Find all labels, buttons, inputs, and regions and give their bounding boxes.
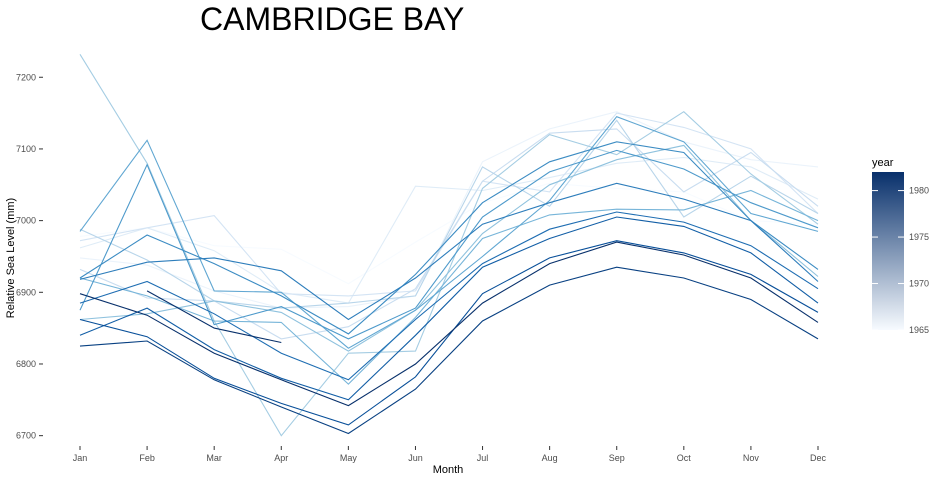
x-tick-label: Mar — [206, 453, 222, 463]
color-legend: year 1965 1970 1975 1980 — [872, 157, 929, 335]
series-line-1983 — [146, 290, 282, 344]
legend-tick-label: 1975 — [909, 232, 929, 242]
series-line-1978 — [79, 211, 819, 381]
legend-tick-label: 1970 — [909, 279, 929, 289]
series-line-1973 — [79, 189, 819, 385]
x-tick-label: Oct — [677, 453, 692, 463]
plot-area — [79, 54, 819, 437]
series-line-1975 — [79, 149, 819, 340]
series-line-1965 — [79, 182, 819, 285]
legend-tick-label: 1965 — [909, 325, 929, 335]
series-line-1982 — [79, 241, 819, 407]
legend-title: year — [872, 157, 894, 169]
y-tick-label: 6700 — [16, 431, 36, 441]
y-axis-title: Relative Sea Level (mm) — [5, 198, 17, 318]
series-line-1967 — [79, 156, 819, 304]
series-line-1969 — [79, 128, 819, 340]
x-axis: Jan Feb Mar Apr May Jun Jul Aug Sep Oct Nov Dec — [73, 446, 827, 463]
series-line-1980 — [79, 240, 819, 426]
y-tick-label: 7000 — [16, 216, 36, 226]
x-tick-label: May — [340, 453, 358, 463]
x-tick-label: Jul — [477, 453, 489, 463]
legend-colorbar — [872, 172, 904, 330]
chart-title: CAMBRIDGE BAY — [200, 1, 464, 37]
x-tick-label: Nov — [743, 453, 760, 463]
y-tick-label: 6800 — [16, 359, 36, 369]
series-line-1972 — [79, 144, 819, 352]
y-tick-label: 7200 — [16, 72, 36, 82]
x-tick-label: Dec — [810, 453, 827, 463]
series-line-1966 — [79, 111, 819, 309]
series-line-1971 — [79, 54, 819, 437]
series-line-1974 — [79, 116, 819, 349]
x-tick-label: Jan — [73, 453, 88, 463]
legend-tick-label: 1980 — [909, 186, 929, 196]
x-axis-title: Month — [433, 464, 464, 476]
x-tick-label: Apr — [274, 453, 288, 463]
x-tick-label: Sep — [609, 453, 625, 463]
series-line-1977 — [79, 182, 819, 321]
y-axis: 6700 6800 6900 7000 7100 7200 — [16, 72, 43, 441]
y-tick-label: 7100 — [16, 144, 36, 154]
x-tick-label: Jun — [408, 453, 423, 463]
series-line-1981 — [79, 266, 819, 435]
series-line-1979 — [79, 216, 819, 401]
series-line-1968 — [79, 112, 819, 297]
x-tick-label: Feb — [139, 453, 155, 463]
y-tick-label: 6900 — [16, 287, 36, 297]
x-tick-label: Aug — [542, 453, 558, 463]
